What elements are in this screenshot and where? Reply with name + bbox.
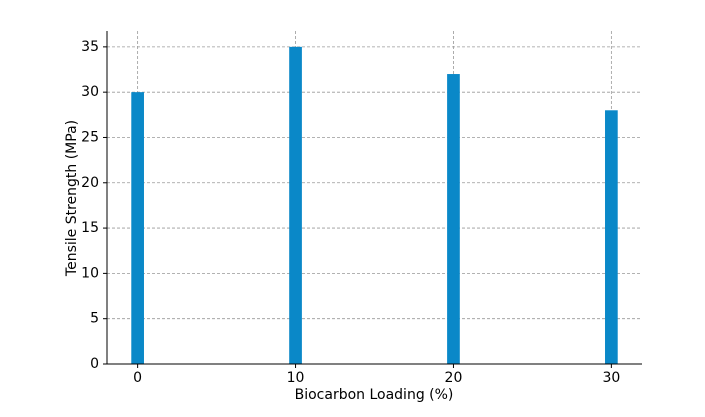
y-tick-label: 10 [81, 265, 99, 281]
x-tick-label: 0 [133, 370, 142, 386]
axes-frame [106, 31, 642, 365]
x-axis-label: Biocarbon Loading (%) [295, 387, 454, 403]
x-tick-label: 10 [287, 370, 305, 386]
bar [447, 74, 460, 364]
bar [131, 92, 144, 364]
y-tick-label: 25 [81, 129, 99, 145]
y-tick-label: 20 [81, 175, 99, 191]
y-tick-label: 5 [90, 311, 99, 327]
bar [289, 46, 302, 364]
y-tick-label: 35 [81, 39, 99, 55]
y-tick-label: 30 [81, 84, 99, 100]
x-tick-label: 30 [602, 370, 620, 386]
y-tick-label: 15 [81, 220, 99, 236]
bar [605, 110, 618, 365]
y-axis-label: Tensile Strength (MPa) [64, 120, 80, 277]
y-tick-label: 0 [90, 356, 99, 372]
x-tick-label: 20 [445, 370, 463, 386]
